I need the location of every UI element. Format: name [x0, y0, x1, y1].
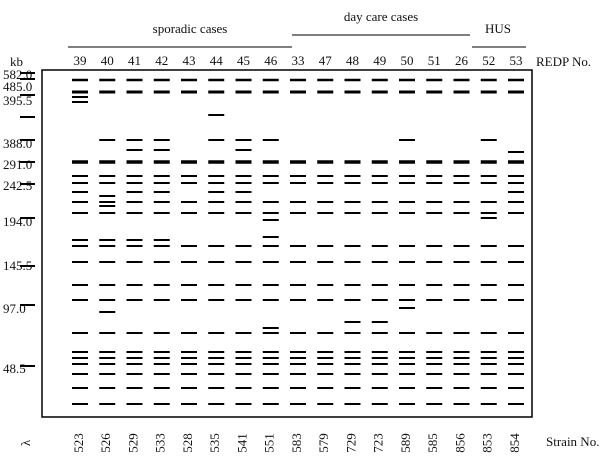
lane-number: 47 [319, 53, 333, 68]
marker-lane-label: λ [18, 439, 33, 446]
lane-number: 46 [264, 53, 278, 68]
size-marker-label: 291.0 [3, 157, 32, 172]
size-marker-label: 242.5 [3, 178, 32, 193]
size-marker-label: 194.0 [3, 214, 32, 229]
strain-number: 526 [98, 433, 113, 453]
lane-number: 49 [373, 53, 386, 68]
strain-number: 529 [125, 433, 140, 453]
strain-number: 579 [316, 433, 331, 453]
strain-number: 528 [180, 433, 195, 453]
strain-number: 856 [452, 433, 467, 453]
strain-header: Strain No. [546, 434, 599, 449]
lane-number: 43 [183, 53, 196, 68]
lane-number: 41 [128, 53, 141, 68]
size-marker-label: 48.5 [3, 361, 26, 376]
group-label: HUS [485, 21, 511, 36]
strain-number: 723 [371, 433, 386, 453]
strain-number: 854 [507, 433, 522, 453]
lane-number: 52 [482, 53, 495, 68]
lane-number: 53 [510, 53, 523, 68]
lane-number: 51 [428, 53, 441, 68]
strain-number: 551 [262, 433, 277, 453]
strain-number: 541 [234, 433, 249, 453]
lane-number: 48 [346, 53, 359, 68]
lane-number: 45 [237, 53, 250, 68]
strain-number: 729 [343, 433, 358, 453]
strain-number: 585 [425, 433, 440, 453]
lane-number: 42 [155, 53, 168, 68]
group-label: sporadic cases [153, 21, 228, 36]
lane-number: 40 [101, 53, 114, 68]
strain-number: 583 [289, 433, 304, 453]
strain-number: 853 [480, 433, 495, 453]
lane-number: 26 [455, 53, 469, 68]
size-marker-label: 388.0 [3, 136, 32, 151]
lane-number: 44 [210, 53, 224, 68]
strain-number: 589 [398, 433, 413, 453]
strain-number: 535 [207, 433, 222, 453]
strain-number: 523 [71, 433, 86, 453]
lane-number: 50 [401, 53, 414, 68]
group-label: day care cases [344, 9, 418, 24]
size-marker-label: 97.0 [3, 301, 26, 316]
lane-number: 33 [292, 53, 305, 68]
lane-number: 39 [74, 53, 87, 68]
lane-header: REDP No. [536, 54, 591, 69]
strain-number: 533 [153, 433, 168, 453]
size-marker-label: 485.0 [3, 79, 32, 94]
gel-figure: sporadic cases day care cases HUS kb RED… [0, 0, 604, 471]
